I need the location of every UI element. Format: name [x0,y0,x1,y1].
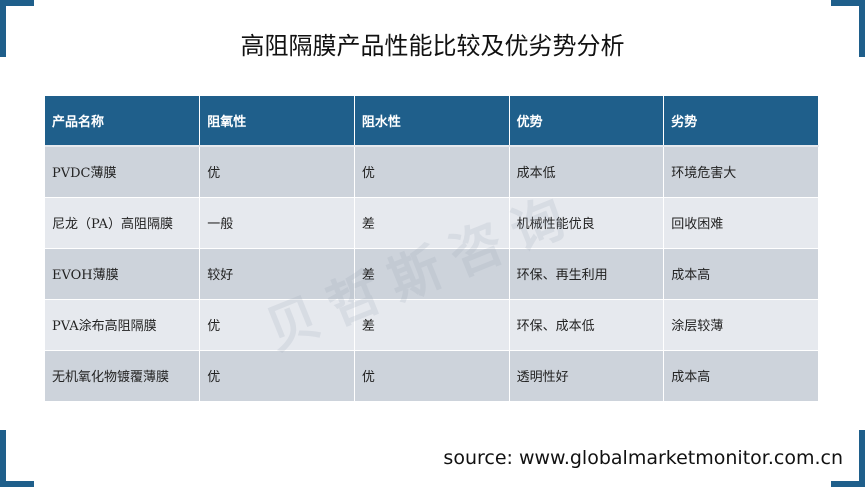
table-cell: 环境危害大 [663,146,819,198]
table-cell: 环保、成本低 [509,299,665,351]
table-cell: 差 [354,248,510,300]
column-header: 产品名称 [45,96,201,147]
table-cell: 成本高 [663,248,819,300]
corner-bracket [0,0,34,6]
column-header: 优势 [509,96,665,147]
source-text: source: www.globalmarketmonitor.com.cn [443,447,843,469]
table-cell: 优 [354,350,510,402]
table-cell: 较好 [199,248,355,300]
table-cell: 差 [354,197,510,249]
table-cell: 无机氧化物镀覆薄膜 [45,350,201,402]
table-cell: 回收困难 [663,197,819,249]
table-cell: 优 [354,146,510,198]
corner-bracket [859,0,865,57]
table-row: PVDC薄膜优优成本低 环境危害大 [45,146,819,198]
comparison-table: 产品名称 阻氧性 阻水性 优势 劣势 PVDC薄膜优优成本低 环境危害大 尼龙（PA）高阻隔… [45,96,819,402]
table-cell: PVDC薄膜 [45,146,201,198]
column-header: 劣势 [663,96,819,147]
table-cell: 优 [199,299,355,351]
table-row: PVA涂布高阻隔膜优差环保、成本低 涂层较薄 [45,299,819,351]
corner-bracket [0,0,6,57]
table-cell: 环保、再生利用 [509,248,665,300]
table-row: EVOH薄膜 较好差环保、再生利用 成本高 [45,248,819,300]
corner-bracket [831,481,865,487]
corner-bracket [0,430,6,487]
table-row: 无机氧化物镀覆薄膜优优透明性好 成本高 [45,350,819,402]
table-cell: 成本高 [663,350,819,402]
table-cell: 机械性能优良 [509,197,665,249]
column-header: 阻水性 [354,96,510,147]
corner-bracket [859,430,865,487]
table-row: 尼龙（PA）高阻隔膜 一般差机械性能优良 回收困难 [45,197,819,249]
table-cell: 优 [199,350,355,402]
table-cell: 优 [199,146,355,198]
table-cell: 一般 [199,197,355,249]
table-cell: 涂层较薄 [663,299,819,351]
table-header: 产品名称 阻氧性 阻水性 优势 劣势 [45,96,819,147]
column-header: 阻氧性 [199,96,355,147]
table-cell: 成本低 [509,146,665,198]
table-cell: 差 [354,299,510,351]
corner-bracket [831,0,865,6]
corner-bracket [0,481,34,487]
table-cell: EVOH薄膜 [45,248,201,300]
table-cell: PVA涂布高阻隔膜 [45,299,201,351]
table-cell: 透明性好 [509,350,665,402]
table-cell: 尼龙（PA）高阻隔膜 [45,197,201,249]
page-title: 高阻隔膜产品性能比较及优劣势分析 [240,32,625,60]
